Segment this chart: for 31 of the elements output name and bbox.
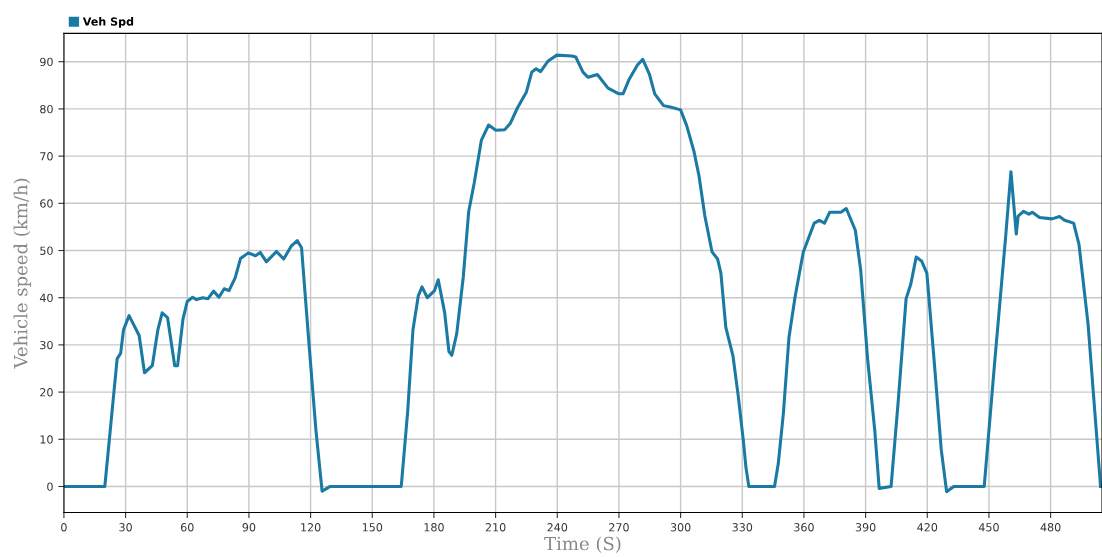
x-tick-label: 390 bbox=[855, 523, 876, 532]
legend-label: Veh Spd bbox=[82, 17, 134, 28]
x-tick-label: 180 bbox=[424, 523, 444, 532]
y-tick-label: 30 bbox=[40, 340, 53, 350]
x-tick-label: 330 bbox=[732, 523, 753, 532]
x-tick-label: 420 bbox=[917, 523, 938, 532]
y-tick-label: 0 bbox=[47, 482, 53, 491]
x-tick-label: 210 bbox=[485, 523, 506, 532]
y-tick-label: 80 bbox=[40, 104, 53, 114]
x-tick-label: 300 bbox=[670, 523, 691, 532]
y-tick-label: 50 bbox=[40, 246, 53, 255]
x-tick-label: 30 bbox=[119, 523, 132, 532]
x-tick-label: 270 bbox=[609, 523, 629, 532]
x-tick-label: 60 bbox=[180, 523, 194, 532]
x-tick-label: 360 bbox=[794, 523, 814, 532]
x-tick-label: 120 bbox=[301, 523, 321, 532]
x-tick-label: 0 bbox=[61, 523, 67, 532]
y-tick-label: 40 bbox=[39, 293, 53, 303]
x-axis-title: Time (S) bbox=[544, 536, 621, 553]
y-tick-label: 60 bbox=[40, 199, 53, 208]
line-series bbox=[63, 53, 1102, 494]
y-tick-label: 20 bbox=[40, 388, 53, 397]
x-tick-label: 240 bbox=[547, 523, 568, 532]
x-tick-label: 450 bbox=[978, 523, 999, 532]
y-tick-label: 10 bbox=[40, 435, 53, 444]
x-tick-label: 150 bbox=[362, 523, 383, 532]
y-tick-label: 70 bbox=[40, 152, 53, 161]
y-axis-title: Vehicle speed (km/h) bbox=[13, 178, 32, 369]
y-tick-label: 90 bbox=[40, 57, 53, 67]
x-tick-label: 90 bbox=[242, 523, 256, 532]
x-tick-label: 480 bbox=[1040, 523, 1061, 532]
